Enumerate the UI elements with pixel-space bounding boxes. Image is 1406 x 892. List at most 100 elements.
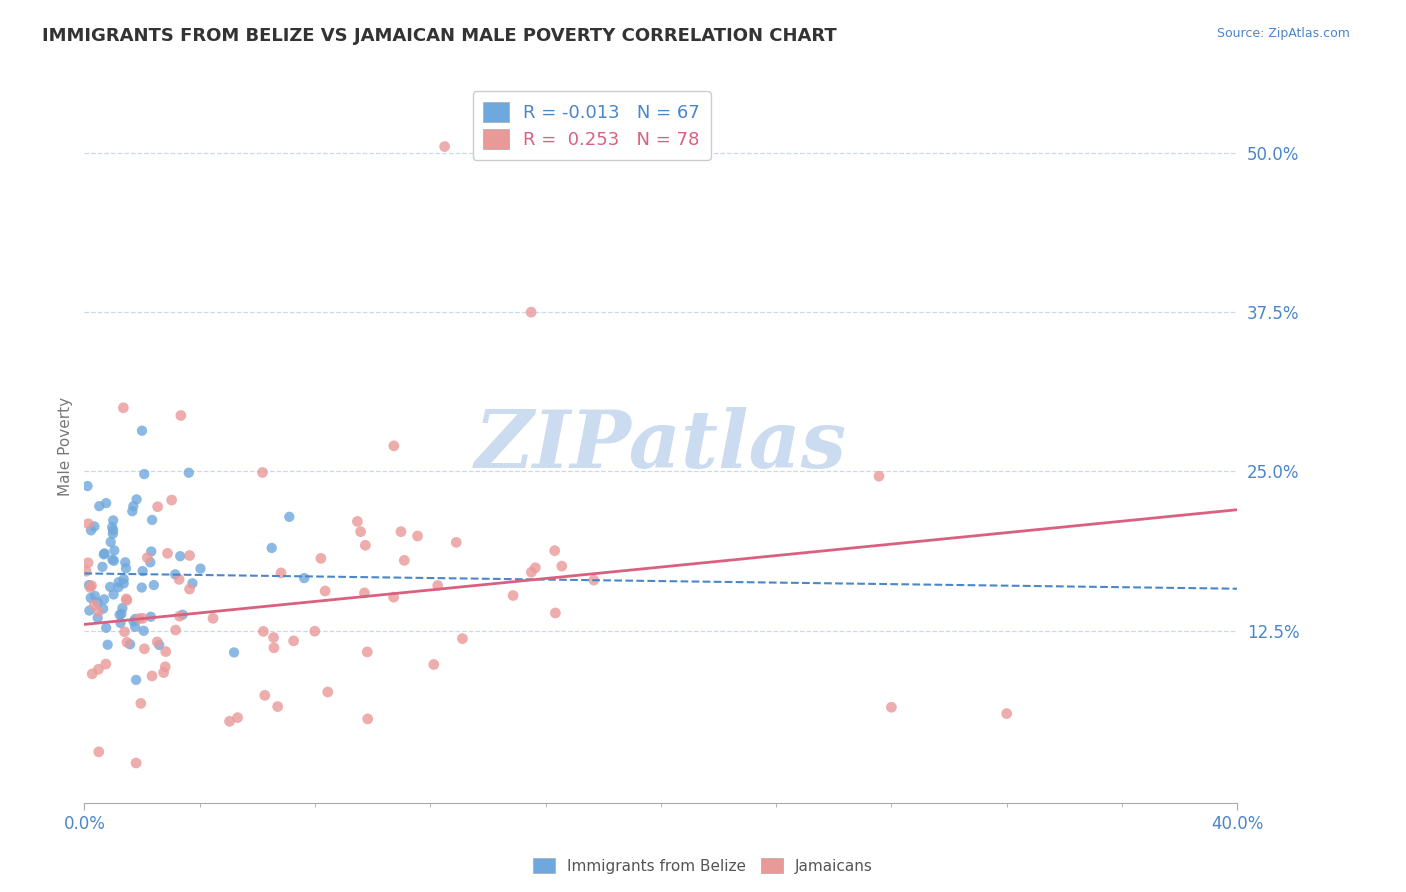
Point — [165, 567, 187, 582]
Point — [389, 524, 412, 539]
Point — [263, 640, 285, 655]
Point — [87, 662, 110, 676]
Point — [218, 714, 240, 729]
Point — [114, 624, 136, 639]
Point — [544, 543, 567, 558]
Point — [131, 564, 153, 578]
Point — [544, 606, 567, 620]
Point — [115, 593, 138, 607]
Point — [110, 615, 132, 630]
Point — [169, 549, 191, 564]
Point — [100, 535, 122, 549]
Point — [354, 538, 377, 552]
Point — [502, 589, 524, 603]
Point — [520, 565, 543, 579]
Point — [93, 592, 115, 607]
Point — [93, 547, 115, 561]
Point — [263, 631, 285, 645]
Point — [124, 620, 146, 634]
Point — [155, 644, 177, 658]
Point — [96, 621, 118, 635]
Point — [111, 601, 134, 615]
Point — [110, 607, 132, 621]
Point — [179, 582, 201, 596]
Point — [101, 523, 124, 537]
Point — [93, 546, 115, 560]
Point — [172, 607, 194, 622]
Point — [83, 598, 105, 612]
Point — [114, 555, 136, 569]
Point — [270, 566, 292, 580]
Point — [101, 526, 124, 541]
Point — [292, 571, 315, 585]
Point — [266, 699, 288, 714]
Point — [309, 551, 332, 566]
Point — [129, 697, 152, 711]
Point — [169, 609, 191, 624]
Point — [107, 575, 129, 590]
Point — [252, 466, 274, 480]
Point — [98, 580, 121, 594]
Point — [165, 623, 187, 637]
Point — [141, 513, 163, 527]
Point — [103, 554, 125, 568]
Point — [79, 604, 101, 618]
Point — [136, 550, 159, 565]
Point — [278, 509, 301, 524]
Point — [101, 552, 124, 566]
Point — [121, 504, 143, 518]
Point — [103, 543, 125, 558]
Point — [80, 524, 103, 538]
Point — [146, 635, 169, 649]
Point — [349, 524, 371, 539]
Point — [142, 578, 165, 592]
Point — [83, 519, 105, 533]
Point — [115, 561, 138, 575]
Point — [252, 624, 274, 639]
Point — [94, 657, 117, 671]
Point — [91, 601, 114, 615]
Point — [141, 544, 163, 558]
Point — [77, 516, 100, 531]
Point — [141, 669, 163, 683]
Point — [112, 576, 135, 591]
Point — [115, 635, 138, 649]
Point — [394, 553, 416, 567]
Point — [995, 706, 1018, 721]
Point — [346, 515, 368, 529]
Point — [148, 638, 170, 652]
Point — [139, 555, 162, 569]
Point — [132, 624, 155, 638]
Point — [131, 424, 153, 438]
Point — [433, 139, 456, 153]
Point — [77, 578, 100, 592]
Point — [79, 581, 101, 595]
Y-axis label: Male Poverty: Male Poverty — [58, 396, 73, 496]
Point — [86, 611, 108, 625]
Point — [76, 479, 98, 493]
Point — [353, 586, 375, 600]
Point — [179, 549, 201, 563]
Point — [80, 579, 103, 593]
Point — [128, 612, 150, 626]
Point — [94, 496, 117, 510]
Point — [87, 595, 110, 609]
Point — [316, 685, 339, 699]
Point — [103, 513, 125, 527]
Point — [131, 611, 153, 625]
Point — [101, 520, 124, 534]
Point — [112, 572, 135, 586]
Point — [222, 645, 245, 659]
Point — [115, 591, 138, 606]
Point — [582, 573, 605, 587]
Point — [201, 611, 224, 625]
Point — [82, 666, 104, 681]
Point — [97, 638, 120, 652]
Point — [551, 559, 574, 574]
Point — [124, 612, 146, 626]
Point — [382, 590, 405, 604]
Point — [177, 466, 200, 480]
Point — [426, 578, 449, 592]
Point — [446, 535, 468, 549]
Point — [190, 561, 212, 575]
